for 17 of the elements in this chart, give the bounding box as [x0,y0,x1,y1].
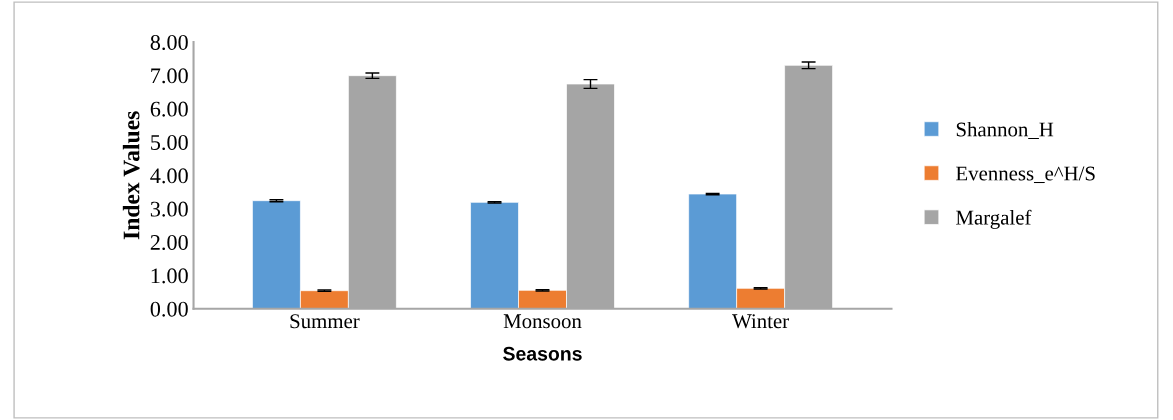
y-tick-label: 8.00 [150,34,188,51]
legend-label: Margalef [956,209,1032,229]
y-tick-label: 6.00 [150,101,188,117]
y-tick-label: 1.00 [151,268,188,284]
legend-label: Evenness_e^H/S [956,166,1095,184]
y-tick-label: 7.00 [151,68,188,84]
y-tick-label: 2.00 [150,234,188,251]
y-tick-label: 4.00 [150,168,188,184]
x-axis-title: Seasons [503,346,582,361]
x-tick-label: Winter [732,314,789,329]
y-axis-title: Index Values [122,111,140,240]
y-tick-label: 0.00 [150,301,188,317]
legend-label: Shannon_H [956,121,1054,140]
x-tick-label: Summer [290,314,360,329]
y-tick-label: 5.00 [151,134,188,151]
y-tick-label: 3.00 [150,201,188,217]
x-tick-label: Monsoon [503,314,582,329]
